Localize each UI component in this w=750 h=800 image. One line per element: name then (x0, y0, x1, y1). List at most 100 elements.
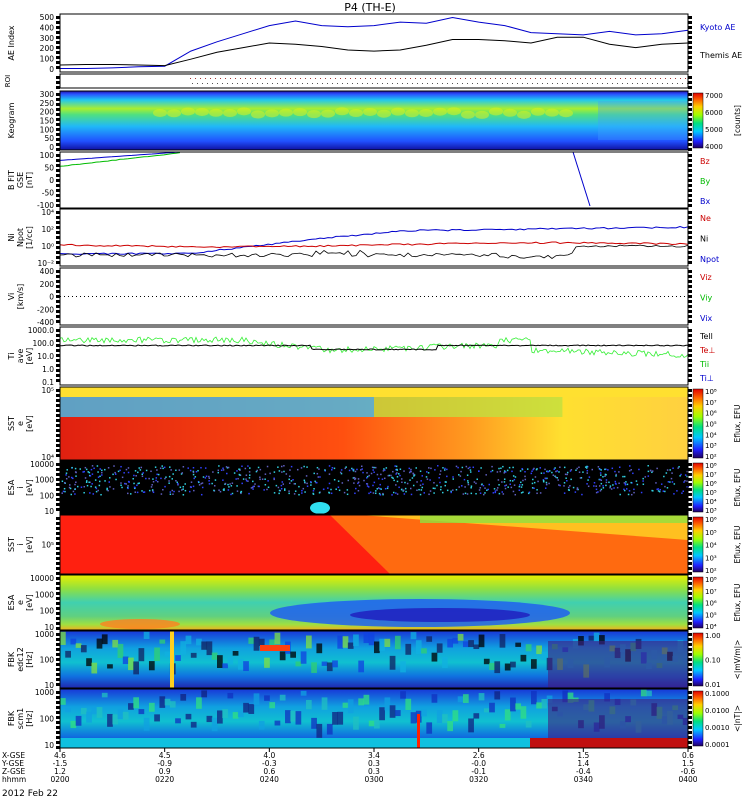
fbk_e-stripe (196, 638, 202, 646)
esa-i-pixel (678, 466, 680, 468)
bfield-edge-tick (56, 169, 60, 172)
esa-i-pixel (380, 488, 382, 490)
esa-i-pixel (331, 469, 333, 471)
esa-i-pixel (530, 472, 533, 475)
esa-i-pixel (357, 478, 360, 480)
esa_i-edge-tick (688, 493, 692, 496)
esa_e-edge-tick (56, 627, 60, 630)
esa-i-pixel (455, 488, 458, 491)
esa-i-pixel (605, 479, 608, 481)
esa_i-edge-tick (56, 498, 60, 501)
esa-i-pixel (330, 492, 333, 495)
esa-i-pixel (502, 465, 504, 468)
fbk_e-stripe (478, 634, 485, 648)
esa-i-pixel (99, 475, 101, 478)
roi-flag-dot (302, 83, 303, 84)
fbk_e-stripe (436, 643, 443, 653)
temperature-edge-tick (56, 359, 60, 362)
keogram-edge-tick (688, 123, 692, 126)
fbk_e-stripe (269, 639, 276, 647)
esa-i-pixel (593, 485, 595, 487)
esa-i-pixel (586, 472, 589, 474)
esa-i-pixel (256, 469, 258, 472)
esa-i-pixel (445, 481, 447, 483)
esa-i-pixel (75, 481, 77, 484)
keogram-ytick: 150 (40, 117, 55, 126)
roi-flag-dot (547, 83, 548, 84)
esa-i-pixel (462, 493, 465, 495)
keogram-bright-spot (419, 108, 433, 117)
sst_i-edge-tick (56, 537, 60, 540)
fbk_b-stripe (457, 696, 464, 703)
esa-i-pixel (112, 473, 114, 476)
esa-i-pixel (152, 491, 155, 494)
esa_i-colorbar-tick: 10⁶ (705, 480, 717, 488)
esa-i-pixel (381, 478, 384, 480)
roi-flag-dot (355, 78, 356, 79)
esa-i-pixel (304, 491, 306, 493)
fbk_e-stripe (384, 638, 391, 647)
esa_e-edge-tick (56, 617, 60, 620)
esa_e-edge-tick (688, 612, 692, 615)
esa_i-colorbar-tick: 10⁵ (705, 489, 717, 497)
esa-i-pixel (552, 474, 555, 476)
velocity-edge-tick (688, 285, 692, 288)
esa-i-pixel (666, 469, 669, 471)
esa_i-edge-tick (688, 473, 692, 476)
fbk_e-edge-tick (56, 658, 60, 661)
sst_e-edge-tick (688, 394, 692, 397)
roi-flag-dot (222, 83, 223, 84)
bfield-edge-tick (56, 174, 60, 177)
esa-i-pixel (280, 484, 283, 487)
fbk_b-stripe (185, 713, 192, 720)
esa-i-pixel (599, 478, 601, 481)
roi-flag-dot (252, 83, 253, 84)
keogram-edge-tick (688, 138, 692, 141)
esa-i-pixel (673, 483, 676, 485)
esa-i-pixel (469, 469, 472, 471)
esa-i-pixel (570, 478, 572, 481)
esa-i-pixel (427, 472, 430, 474)
roi-flag-dot (597, 83, 598, 84)
esa-i-pixel (273, 471, 276, 473)
velocity-edge-tick (688, 305, 692, 308)
keogram-edge-tick (688, 148, 692, 151)
density-edge-tick (56, 221, 60, 224)
roi-flag-dot (537, 83, 538, 84)
roi-flag-dot (670, 78, 671, 79)
esa-i-pixel (604, 473, 607, 476)
roi-flag-dot (677, 83, 678, 84)
density-edge-tick (56, 226, 60, 229)
fbk_e-stripe (389, 655, 396, 670)
esa-i-pixel (245, 480, 248, 482)
esa-i-pixel (686, 470, 689, 473)
esa-i-pixel (340, 469, 343, 471)
density-edge-tick (688, 216, 692, 219)
fbk_b-stripe (431, 694, 438, 703)
esa-i-pixel (395, 484, 397, 486)
esa_i-colorbar-label: Eflux, EFU (733, 469, 742, 507)
esa-i-pixel (475, 482, 477, 485)
esa-i-pixel (378, 492, 381, 495)
fbk_e-stripe (316, 643, 323, 654)
sst_i-edge-tick (56, 562, 60, 565)
esa-i-pixel (108, 481, 111, 483)
esa_i-colorbar-tick: 10⁸ (705, 462, 717, 470)
esa-i-pixel (669, 481, 671, 483)
esa-i-pixel (679, 475, 681, 477)
esa-i-pixel (536, 489, 538, 491)
esa-i-pixel (115, 478, 117, 481)
fbk_e-stripe (426, 636, 433, 642)
velocity-ylabel: Vi (7, 293, 16, 301)
esa-i-pixel (408, 467, 411, 470)
ae-edge-tick (688, 26, 692, 29)
esa-i-pixel (230, 493, 232, 496)
esa_e-colorbar (692, 576, 704, 629)
esa-i-pixel (539, 467, 542, 469)
keogram-ytick: 300 (40, 90, 55, 99)
roi-flag-dot (300, 78, 301, 79)
bfield-ytick: 100 (40, 151, 55, 160)
esa-i-pixel (670, 477, 673, 480)
fbk_e-colorbar (692, 632, 704, 687)
